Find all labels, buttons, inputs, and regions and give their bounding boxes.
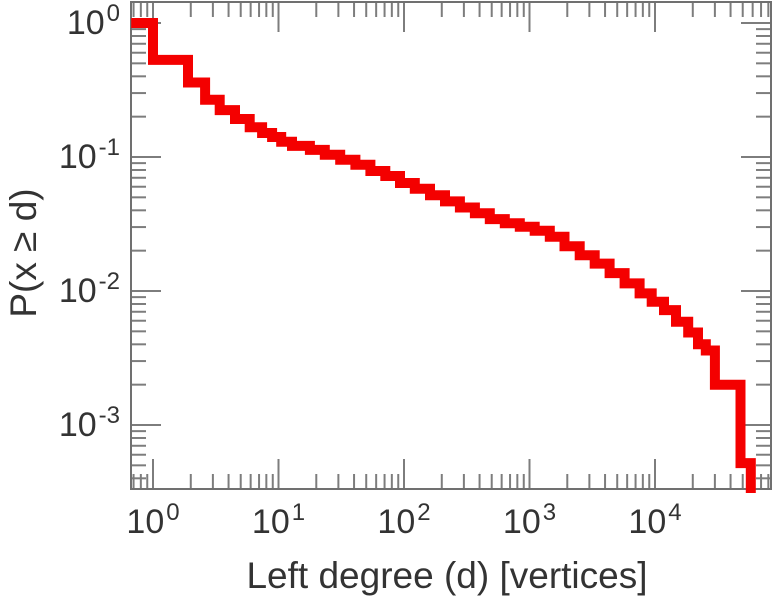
x-tick-label: 102 [377, 499, 431, 541]
y-tick-label: 10-1 [58, 134, 120, 176]
axis-ticks [131, 2, 771, 489]
y-axis-title: P(x ≥ d) [3, 188, 44, 318]
y-tick-label: 100 [66, 0, 120, 42]
ccdf-curve [131, 18, 756, 493]
plot-box [130, 1, 772, 490]
x-tick-label: 100 [126, 499, 180, 541]
y-tick-label: 10-2 [58, 268, 120, 310]
x-tick-label: 101 [251, 499, 306, 541]
x-tick-label: 103 [502, 499, 557, 541]
x-axis-title: Left degree (d) [vertices] [246, 555, 648, 596]
x-tick-label: 104 [628, 499, 682, 541]
y-tick-label: 10-3 [58, 402, 120, 444]
